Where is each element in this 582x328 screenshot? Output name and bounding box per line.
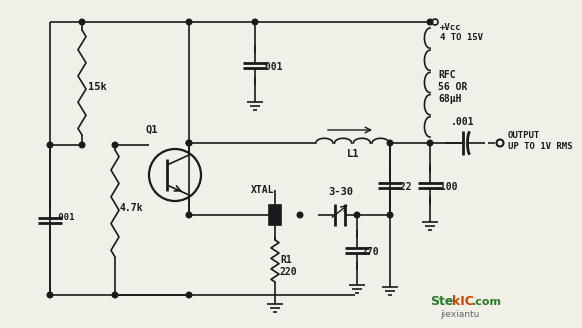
Text: .001: .001	[53, 214, 74, 222]
Circle shape	[186, 140, 192, 146]
Text: .com: .com	[472, 297, 502, 307]
Text: +Vcc
4 TO 15V: +Vcc 4 TO 15V	[440, 23, 483, 42]
Text: RFC
56 OR
68μH: RFC 56 OR 68μH	[438, 71, 467, 104]
Text: jiexiantu: jiexiantu	[440, 310, 480, 319]
Text: L1: L1	[347, 149, 360, 159]
Circle shape	[186, 292, 192, 298]
Circle shape	[297, 212, 303, 218]
Bar	[269, 205, 281, 225]
Circle shape	[427, 19, 433, 25]
Circle shape	[354, 212, 360, 218]
Circle shape	[387, 140, 393, 146]
Circle shape	[186, 212, 192, 218]
Text: 3-30: 3-30	[328, 187, 353, 197]
Circle shape	[79, 19, 85, 25]
Text: XTAL: XTAL	[251, 185, 275, 195]
Text: kIC: kIC	[452, 295, 474, 308]
Circle shape	[427, 140, 433, 146]
Circle shape	[79, 142, 85, 148]
Circle shape	[252, 19, 258, 25]
Circle shape	[47, 142, 53, 148]
Circle shape	[47, 292, 53, 298]
Circle shape	[186, 140, 192, 146]
Text: OUTPUT
UP TO 1V RMS: OUTPUT UP TO 1V RMS	[508, 131, 573, 151]
Text: .22: .22	[395, 182, 413, 192]
Circle shape	[186, 19, 192, 25]
Text: Ste: Ste	[430, 295, 453, 308]
Text: .001: .001	[260, 62, 283, 72]
Circle shape	[112, 142, 118, 148]
Circle shape	[387, 212, 393, 218]
Text: 270: 270	[362, 247, 379, 257]
Text: R1
220: R1 220	[280, 255, 297, 277]
Circle shape	[112, 292, 118, 298]
Text: .100: .100	[435, 182, 459, 192]
Text: .001: .001	[451, 117, 475, 127]
Text: Q1: Q1	[145, 125, 158, 135]
Text: 4.7k: 4.7k	[120, 203, 144, 213]
Text: 15k: 15k	[88, 82, 107, 92]
